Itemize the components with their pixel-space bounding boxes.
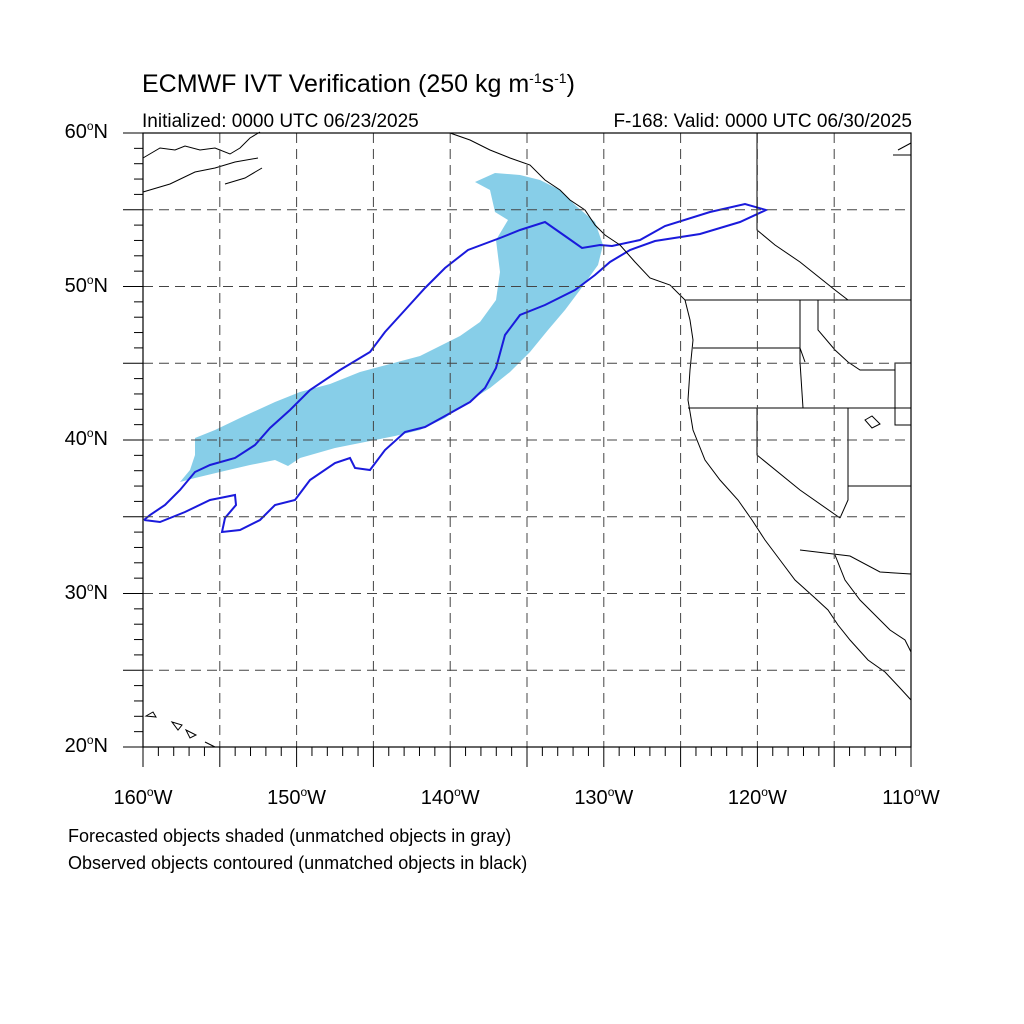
latitude-label: 50oN (64, 272, 108, 297)
axis-ticks (123, 132, 912, 767)
latitude-label: 40oN (64, 426, 108, 450)
longitude-label: 140oW (420, 785, 480, 809)
observed-legend-note: Observed objects contoured (unmatched ob… (68, 853, 528, 873)
longitude-label: 150oW (267, 785, 327, 809)
coastlines (142, 131, 912, 748)
longitude-label: 160oW (113, 785, 173, 809)
latitude-label: 30oN (64, 579, 108, 604)
forecast-object (180, 173, 603, 482)
initialized-time: Initialized: 0000 UTC 06/23/2025 (142, 111, 419, 132)
forecast-legend-note: Forecasted objects shaded (unmatched obj… (68, 826, 512, 846)
graticule (143, 133, 911, 747)
observed-contour (143, 202, 769, 534)
longitude-label: 120oW (727, 785, 787, 809)
longitude-label: 110oW (882, 785, 940, 809)
chart-title: ECMWF IVT Verification (250 kg m-1s-1) (142, 70, 575, 98)
longitude-label: 130oW (574, 785, 634, 809)
latitude-label: 60oN (64, 119, 108, 143)
latitude-label: 20oN (64, 733, 108, 757)
valid-time: F-168: Valid: 0000 UTC 06/30/2025 (613, 111, 912, 132)
